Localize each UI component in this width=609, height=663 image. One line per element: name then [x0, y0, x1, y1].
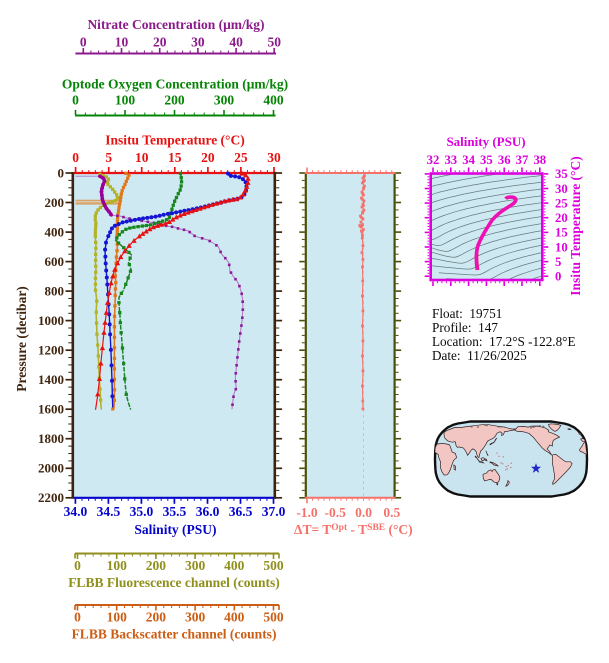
svg-text:200: 200 — [146, 610, 167, 625]
svg-text:400: 400 — [224, 610, 245, 625]
svg-text:Float: 19751: Float: 19751 — [432, 306, 502, 321]
svg-text:300: 300 — [185, 558, 206, 573]
svg-text:0: 0 — [72, 150, 79, 165]
svg-text:0: 0 — [80, 35, 87, 50]
svg-text:36: 36 — [498, 153, 511, 167]
svg-text:Salinity (PSU): Salinity (PSU) — [446, 134, 525, 149]
svg-text:0.5: 0.5 — [383, 505, 400, 520]
svg-text:36.0: 36.0 — [196, 504, 220, 519]
svg-text:FLBB Backscatter channel (coun: FLBB Backscatter channel (counts) — [72, 627, 277, 642]
svg-text:0: 0 — [555, 270, 561, 284]
svg-text:20: 20 — [201, 150, 215, 165]
svg-text:1200: 1200 — [38, 343, 64, 358]
svg-text:35.5: 35.5 — [163, 504, 187, 519]
svg-text:1600: 1600 — [38, 402, 64, 417]
svg-text:Pressure (decibar): Pressure (decibar) — [14, 286, 29, 392]
svg-text:30: 30 — [267, 150, 281, 165]
svg-text:34: 34 — [462, 153, 475, 167]
svg-text:1800: 1800 — [38, 431, 64, 446]
svg-text:-1.0: -1.0 — [296, 505, 318, 520]
svg-text:Date: 11/26/2025: Date: 11/26/2025 — [432, 348, 527, 363]
svg-text:0: 0 — [72, 93, 79, 108]
svg-text:10: 10 — [555, 240, 568, 254]
svg-text:30: 30 — [191, 35, 205, 50]
svg-text:38: 38 — [533, 153, 546, 167]
svg-text:5: 5 — [555, 255, 561, 269]
svg-text:Profile: 147: Profile: 147 — [432, 320, 498, 335]
svg-text:Nitrate Concentration (μm/kg): Nitrate Concentration (μm/kg) — [87, 17, 264, 32]
svg-text:200: 200 — [146, 558, 167, 573]
svg-text:Insitu Temperature (°C): Insitu Temperature (°C) — [105, 133, 244, 148]
svg-text:37.0: 37.0 — [262, 504, 286, 519]
svg-text:Salinity (PSU): Salinity (PSU) — [134, 522, 216, 537]
svg-text:5: 5 — [105, 150, 112, 165]
svg-text:100: 100 — [107, 558, 128, 573]
svg-text:35.0: 35.0 — [130, 504, 154, 519]
svg-text:32: 32 — [427, 153, 440, 167]
svg-text:Insitu Temperature (°C): Insitu Temperature (°C) — [568, 156, 583, 295]
svg-text:800: 800 — [45, 283, 65, 298]
svg-text:Location: 17.2°S -122.8°E: Location: 17.2°S -122.8°E — [432, 334, 576, 349]
svg-text:25: 25 — [555, 196, 568, 210]
svg-text:20: 20 — [153, 35, 167, 50]
svg-text:34.0: 34.0 — [64, 504, 88, 519]
svg-text:15: 15 — [555, 226, 568, 240]
svg-text:400: 400 — [263, 93, 284, 108]
svg-text:400: 400 — [224, 558, 245, 573]
svg-text:20: 20 — [555, 211, 568, 225]
svg-text:1400: 1400 — [38, 372, 64, 387]
svg-text:0: 0 — [74, 558, 81, 573]
svg-text:25: 25 — [234, 150, 248, 165]
svg-text:35: 35 — [480, 153, 493, 167]
svg-text:400: 400 — [45, 224, 65, 239]
svg-text:300: 300 — [214, 93, 235, 108]
svg-text:15: 15 — [168, 150, 182, 165]
svg-text:0.0: 0.0 — [355, 505, 372, 520]
svg-text:36.5: 36.5 — [229, 504, 253, 519]
svg-text:0: 0 — [74, 610, 81, 625]
svg-text:1000: 1000 — [38, 313, 64, 328]
svg-text:500: 500 — [263, 558, 284, 573]
svg-text:600: 600 — [45, 254, 65, 269]
svg-text:33: 33 — [444, 153, 457, 167]
svg-text:Optode Oxygen Concentration (μ: Optode Oxygen Concentration (μm/kg) — [62, 77, 288, 92]
svg-text:10: 10 — [135, 150, 149, 165]
svg-text:10: 10 — [115, 35, 129, 50]
svg-text:30: 30 — [555, 182, 568, 196]
svg-text:50: 50 — [267, 35, 281, 50]
svg-text:100: 100 — [115, 93, 136, 108]
svg-text:500: 500 — [263, 610, 284, 625]
svg-text:300: 300 — [185, 610, 206, 625]
svg-text:FLBB Fluorescence channel (cou: FLBB Fluorescence channel (counts) — [68, 575, 280, 590]
svg-text:2200: 2200 — [38, 490, 64, 505]
svg-text:200: 200 — [45, 195, 65, 210]
svg-text:200: 200 — [164, 93, 185, 108]
svg-text:-0.5: -0.5 — [325, 505, 347, 520]
svg-text:37: 37 — [516, 153, 529, 167]
svg-text:40: 40 — [229, 35, 243, 50]
svg-text:34.5: 34.5 — [97, 504, 121, 519]
svg-text:100: 100 — [107, 610, 128, 625]
svg-text:2000: 2000 — [38, 461, 64, 476]
svg-text:ΔT= TOpt - TSBE (°C): ΔT= TOpt - TSBE (°C) — [294, 522, 413, 537]
svg-text:0: 0 — [58, 165, 65, 180]
svg-text:35: 35 — [555, 167, 568, 181]
